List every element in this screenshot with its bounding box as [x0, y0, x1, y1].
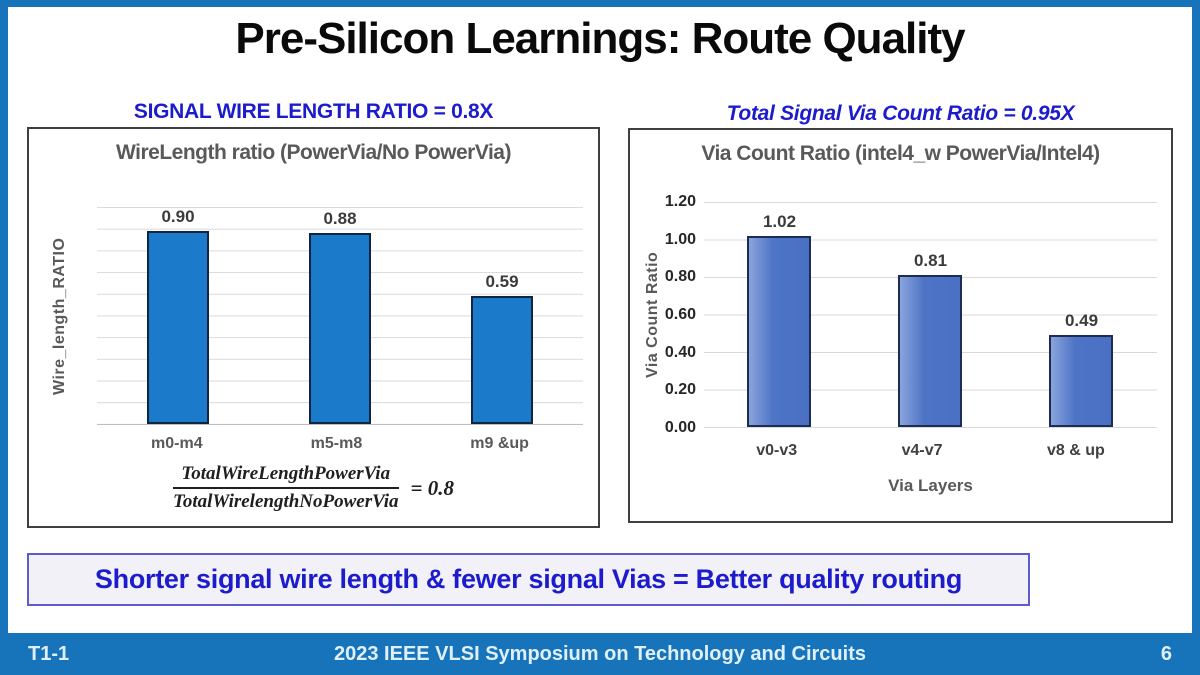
x-tick-label: m9 &up: [470, 435, 529, 452]
y-tick-label: 0.80: [664, 268, 696, 286]
bar-v8-up: [1049, 335, 1114, 427]
bar-value-label: 0.59: [485, 271, 519, 291]
wirelength-formula: TotalWireLengthPowerVia TotalWirelengthN…: [29, 463, 598, 513]
bar-v4-v7: [898, 275, 963, 427]
wirelength-plot-area: 0.90 0.88 0.59: [97, 207, 583, 425]
slide-footer: T1-1 2023 IEEE VLSI Symposium on Technol…: [0, 633, 1200, 675]
y-tick-label: 0.60: [664, 306, 696, 323]
page-number: 6: [1160, 642, 1172, 665]
conference-name: 2023 IEEE VLSI Symposium on Technology a…: [334, 642, 866, 665]
formula-denominator: TotalWirelengthNoPowerVia: [172, 491, 399, 512]
x-tick-label: m0-m4: [151, 435, 203, 452]
via-count-y-axis-ticks: 1.20 1.00 0.80 0.60 0.40 0.20 0.00: [644, 193, 696, 436]
wirelength-chart-title: WireLength ratio (PowerVia/No PowerVia): [116, 141, 511, 164]
y-tick-label: 0.40: [664, 343, 696, 361]
slide-border-right: [1192, 0, 1200, 675]
x-tick-label: v4-v7: [901, 442, 943, 459]
bar-group-v4-v7: 0.81: [856, 202, 1005, 427]
x-tick-label: v0-v3: [756, 442, 798, 459]
bar-m5-m8: [309, 233, 371, 424]
bar-value-label: 0.81: [913, 251, 948, 271]
conclusion-text: Shorter signal wire length & fewer signa…: [94, 564, 963, 594]
via-count-chart-panel: Via Count Ratio (intel4_w PowerVia/Intel…: [628, 128, 1173, 523]
via-count-x-axis-labels: v0-v3 v4-v7 v8 & up: [704, 442, 1157, 460]
bar-group-v8-up: 0.49: [1007, 202, 1156, 427]
via-count-plot-area: 1.02 0.81 0.49: [704, 202, 1157, 428]
bar-group-m9-up: 0.59: [422, 207, 582, 424]
via-count-chart-title: Via Count Ratio (intel4_w PowerVia/Intel…: [701, 142, 1100, 165]
bar-value-label: 0.90: [161, 207, 195, 226]
bar-v0-v3: [747, 235, 812, 427]
bar-group-m0-m4: 0.90: [98, 207, 258, 424]
y-tick-label: 0.20: [664, 381, 696, 399]
y-tick-label: 1.20: [664, 193, 696, 210]
x-tick-label: m5-m8: [310, 435, 363, 452]
bar-value-label: 0.88: [323, 209, 357, 229]
conclusion-callout: Shorter signal wire length & fewer signa…: [27, 553, 1030, 606]
bar-group-v0-v3: 1.02: [705, 202, 854, 427]
bar-value-label: 0.49: [1064, 311, 1099, 331]
wirelength-x-axis-labels: m0-m4 m5-m8 m9 &up: [97, 435, 583, 453]
right-section-heading: Total Signal Via Count Ratio = 0.95X: [726, 102, 1075, 125]
wirelength-chart-panel: WireLength ratio (PowerVia/No PowerVia) …: [27, 127, 600, 528]
bar-group-m5-m8: 0.88: [260, 207, 420, 424]
x-tick-label: v8 & up: [1046, 442, 1105, 459]
bar-m0-m4: [147, 231, 209, 424]
slide-title: Pre-Silicon Learnings: Route Quality: [235, 14, 965, 63]
session-id: T1-1: [28, 642, 70, 665]
wirelength-y-axis-label: Wire_length_RATIO: [51, 237, 68, 395]
y-tick-label: 1.00: [664, 230, 696, 248]
formula-result: = 0.8: [410, 475, 455, 500]
slide-border-left: [0, 0, 8, 675]
y-tick-label: 0.00: [664, 419, 696, 436]
bar-value-label: 1.02: [762, 211, 797, 231]
slide-border-top: [0, 0, 1200, 7]
bar-m9-up: [471, 295, 533, 424]
formula-numerator: TotalWireLengthPowerVia: [172, 463, 399, 489]
left-section-heading: SIGNAL WIRE LENGTH RATIO = 0.8X: [133, 100, 494, 123]
formula-fraction: TotalWireLengthPowerVia TotalWirelengthN…: [172, 463, 399, 513]
via-count-x-axis-title: Via Layers: [888, 476, 973, 495]
